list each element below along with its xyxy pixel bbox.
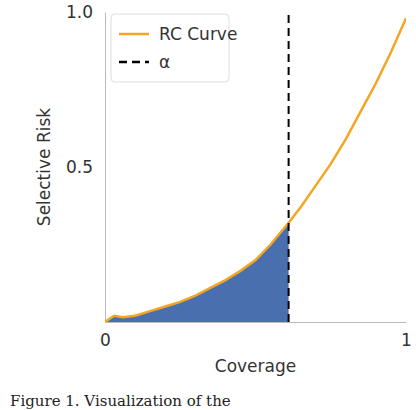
x-tick: 1 bbox=[401, 322, 412, 350]
x-axis-title: Coverage bbox=[215, 356, 296, 376]
plot-area bbox=[105, 12, 406, 322]
legend-label: RC Curve bbox=[159, 24, 237, 44]
legend-swatch bbox=[119, 61, 149, 64]
x-tick: 0 bbox=[100, 322, 111, 350]
legend: RC Curve α bbox=[111, 14, 237, 82]
x-tick-label: 0 bbox=[100, 330, 111, 350]
legend-label: α bbox=[159, 52, 170, 72]
caption: Figure 1. Visualization of the bbox=[10, 392, 231, 410]
y-axis: 0.5 1.0 bbox=[66, 2, 106, 323]
y-tick: 0.5 bbox=[66, 157, 105, 177]
y-tick-label: 0.5 bbox=[66, 157, 93, 177]
x-axis: 01 bbox=[100, 322, 412, 350]
alpha-line bbox=[288, 12, 290, 322]
x-axis-line bbox=[106, 322, 407, 323]
y-tick: 1.0 bbox=[66, 2, 105, 22]
chart: 010.51.0CoverageSelective RiskFigure 1. … bbox=[0, 0, 416, 410]
y-tick-label: 1.0 bbox=[66, 2, 93, 22]
y-axis-line bbox=[105, 13, 106, 323]
x-tick-label: 1 bbox=[401, 330, 412, 350]
y-axis-title: Selective Risk bbox=[34, 108, 54, 226]
legend-swatch bbox=[119, 33, 149, 36]
